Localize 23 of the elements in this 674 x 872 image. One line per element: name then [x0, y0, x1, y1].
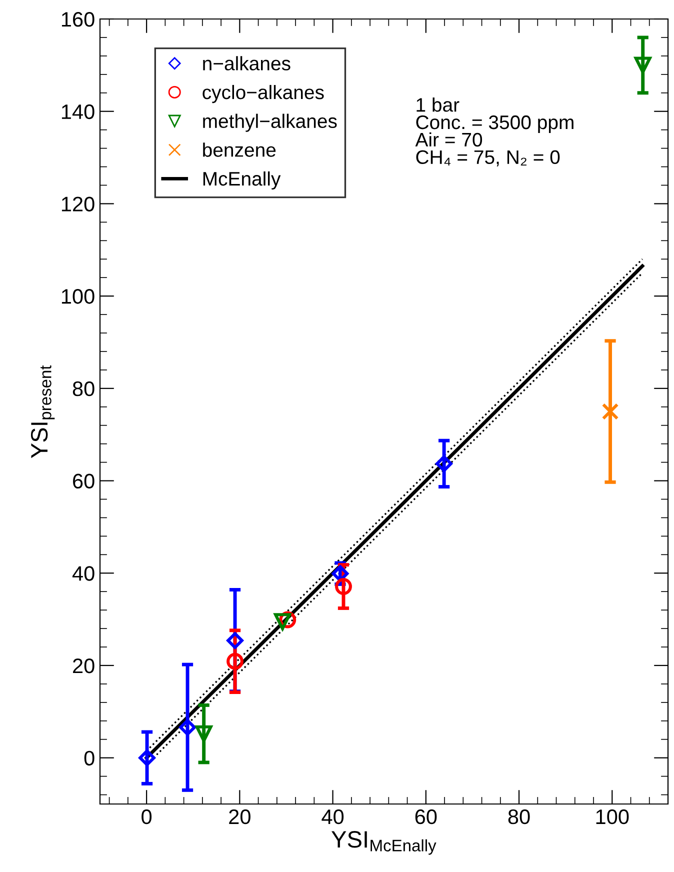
legend-label: n−alkanes — [203, 56, 290, 70]
y-tick-label: 0 — [84, 750, 94, 766]
y-tick-label: 20 — [73, 658, 94, 674]
y-tick-label: 60 — [73, 474, 94, 489]
y-tick-label: 100 — [62, 289, 94, 304]
legend-label: cyclo−alkanes — [202, 84, 324, 104]
x-tick-label: 80 — [508, 809, 530, 824]
annotation: 1 bar Conc. = 3500 ppm Air = 70 CH₄ = 75, N₂ = 0 — [415, 98, 574, 166]
x-tick-label: 100 — [596, 809, 629, 824]
x-tick-label: 60 — [415, 809, 437, 824]
x-tick-label: 20 — [229, 809, 250, 824]
x-tick-label: 40 — [322, 809, 344, 824]
x-tick-label: 0 — [142, 809, 152, 824]
legend-label: benzene — [203, 142, 276, 157]
legend-label: methyl−alkanes — [203, 114, 337, 132]
y-tick-label: 40 — [72, 566, 94, 581]
y-tick-label: 80 — [72, 381, 94, 396]
y-axis-title: YSI$_{present}$ — [30, 365, 55, 458]
y-tick-label: 160 — [62, 12, 94, 27]
legend-label: McEnally — [203, 171, 281, 190]
x-axis-title: YSI$_{McEnally}$ — [332, 831, 436, 855]
y-tick-label: 120 — [62, 196, 94, 212]
y-tick-label: 140 — [62, 104, 94, 120]
